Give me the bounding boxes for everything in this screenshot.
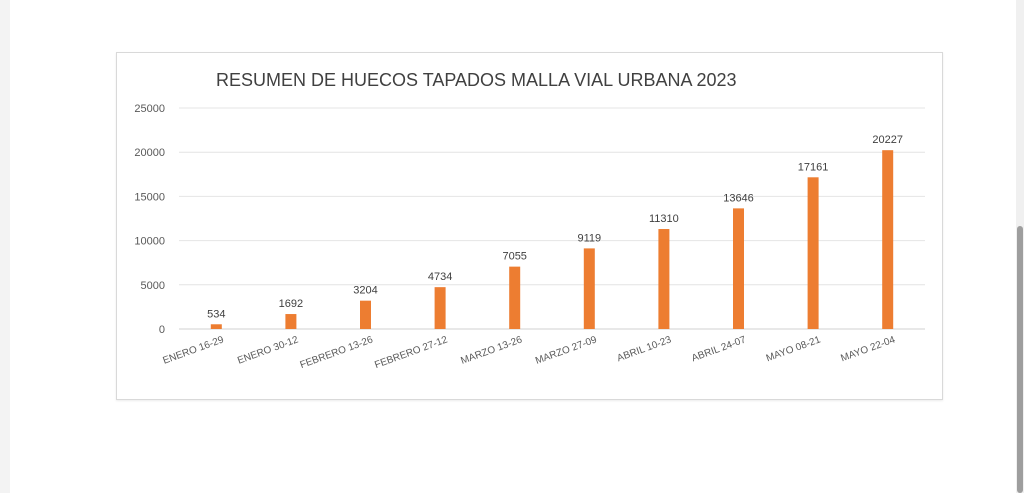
bar	[509, 266, 521, 329]
data-label: 9119	[577, 232, 601, 244]
document-page: RESUMEN DE HUECOS TAPADOS MALLA VIAL URB…	[10, 0, 1016, 493]
y-tick-label: 0	[159, 324, 165, 336]
data-label: 3204	[353, 285, 377, 297]
bars	[210, 150, 894, 329]
bar	[434, 287, 446, 329]
chart-title: RESUMEN DE HUECOS TAPADOS MALLA VIAL URB…	[216, 70, 737, 90]
data-label: 13646	[723, 192, 754, 204]
y-tick-label: 10000	[134, 236, 165, 248]
bar	[658, 229, 670, 329]
data-label: 7055	[502, 251, 526, 263]
data-label: 20227	[872, 134, 903, 146]
bar	[360, 300, 371, 329]
x-tick-label: ABRIL 10-23	[616, 334, 674, 364]
y-axis-tick-labels: 0 5000 10000 15000 20000 25000	[134, 103, 165, 336]
x-tick-label: FEBRERO 13-26	[299, 334, 375, 371]
bar	[583, 248, 595, 329]
gridlines	[179, 107, 925, 330]
data-label: 1692	[279, 298, 303, 310]
x-tick-label: ABRIL 24-07	[690, 334, 748, 364]
bar	[807, 177, 819, 329]
x-tick-label: ENERO 16-29	[161, 334, 225, 366]
y-tick-label: 25000	[134, 103, 165, 115]
data-labels: 534 1692 3204 4734 7055 9119 11310 13646 17161 20…	[207, 134, 903, 320]
data-label: 4734	[428, 271, 452, 283]
chart-card: RESUMEN DE HUECOS TAPADOS MALLA VIAL URB…	[116, 52, 943, 400]
x-tick-label: MARZO 13-26	[459, 334, 524, 367]
bar	[882, 150, 894, 329]
bar	[210, 324, 222, 329]
bar-chart: RESUMEN DE HUECOS TAPADOS MALLA VIAL URB…	[134, 70, 925, 371]
bar	[285, 314, 297, 329]
bar	[733, 208, 744, 329]
data-label: 17161	[798, 161, 829, 173]
x-tick-label: ENERO 30-12	[236, 334, 300, 366]
y-tick-label: 5000	[141, 280, 165, 292]
scrollbar-thumb[interactable]	[1017, 226, 1023, 493]
data-label: 11310	[649, 213, 679, 225]
y-tick-label: 15000	[134, 191, 165, 203]
x-tick-label: FEBRERO 27-12	[373, 334, 449, 371]
x-tick-label: MARZO 27-09	[534, 334, 599, 367]
x-tick-label: MAYO 22-04	[839, 334, 897, 364]
data-label: 534	[207, 308, 225, 320]
y-tick-label: 20000	[134, 147, 165, 159]
x-tick-label: MAYO 08-21	[765, 334, 823, 364]
